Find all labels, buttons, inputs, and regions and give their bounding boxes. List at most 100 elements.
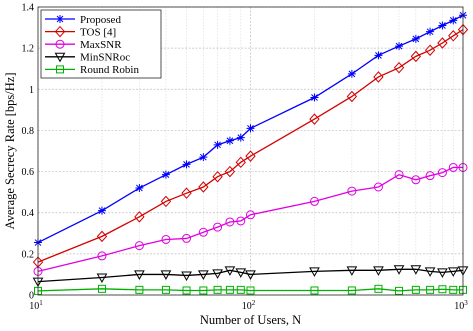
data-point [225, 136, 234, 145]
data-point [198, 270, 209, 280]
data-point [437, 168, 447, 178]
data-point [310, 93, 319, 102]
data-point [97, 206, 106, 215]
data-point [182, 160, 191, 169]
x-tick-label: 102 [242, 299, 256, 312]
data-point [395, 286, 404, 295]
series-line [37, 166, 463, 272]
data-point [96, 230, 108, 243]
data-point [426, 285, 435, 294]
y-tick-label: 1.2 [22, 44, 35, 55]
data-point [424, 267, 436, 277]
data-point [198, 227, 208, 237]
data-point [448, 162, 458, 172]
data-point [160, 195, 172, 208]
data-point [161, 234, 171, 244]
data-point [245, 270, 256, 280]
data-point [447, 267, 459, 277]
data-point [411, 34, 420, 43]
data-point [347, 186, 357, 196]
y-tick-label: 0.8 [22, 126, 35, 137]
data-point [161, 285, 170, 294]
x-axis-label: Number of Users, N [200, 313, 301, 327]
data-point [135, 184, 144, 193]
data-point [374, 284, 383, 293]
data-point [245, 150, 256, 162]
data-point [213, 222, 223, 232]
legend-swatch-marker [55, 39, 65, 49]
data-point [235, 268, 247, 278]
data-point [198, 181, 209, 193]
data-point [235, 156, 246, 169]
data-point [411, 175, 421, 185]
data-point [410, 50, 422, 63]
legend-entry-label: Proposed [80, 14, 121, 26]
data-point [199, 286, 208, 295]
data-point [393, 61, 405, 74]
legend-entry-label: MaxSNR [80, 39, 122, 51]
series-5 [34, 284, 467, 295]
data-point [425, 171, 435, 181]
legend-swatch-marker [54, 25, 66, 38]
data-point [246, 124, 255, 133]
data-point [437, 268, 448, 278]
data-point [212, 170, 223, 183]
data-point [246, 210, 255, 220]
data-point [346, 266, 358, 276]
data-point [347, 69, 356, 78]
data-point [393, 265, 405, 275]
data-point [212, 269, 223, 279]
legend-entry-label: TOS [4] [80, 26, 116, 38]
y-tick-label: 0.6 [22, 167, 35, 178]
data-point [224, 266, 236, 276]
data-point [181, 187, 192, 199]
data-point [449, 16, 458, 25]
data-point [134, 211, 145, 223]
data-point [373, 266, 384, 276]
data-point [411, 285, 420, 294]
data-point [373, 182, 383, 192]
data-point [225, 285, 234, 294]
data-point [426, 27, 435, 36]
series-line [37, 29, 464, 263]
x-tick-label: 101 [29, 299, 43, 312]
data-point [213, 285, 222, 294]
y-tick-label: 1.4 [22, 3, 35, 14]
plot-frame [37, 6, 464, 296]
data-point [236, 133, 245, 142]
y-tick-label: 1 [29, 85, 34, 96]
data-point [394, 170, 404, 180]
data-point [97, 251, 107, 261]
data-point [437, 37, 448, 49]
data-point [449, 285, 458, 294]
data-point [161, 170, 170, 179]
data-point [181, 271, 192, 281]
data-point [438, 285, 447, 294]
data-point [134, 241, 144, 251]
legend-swatch-marker [56, 15, 64, 23]
data-point [236, 216, 246, 226]
data-point [309, 196, 319, 206]
data-point [199, 153, 208, 162]
data-point [410, 265, 422, 275]
y-tick-label: 0.4 [22, 208, 35, 219]
data-point [310, 286, 319, 295]
data-point [373, 71, 384, 83]
y-tick-label: 0.2 [22, 249, 35, 260]
data-point [309, 267, 320, 277]
data-point [374, 51, 383, 60]
series-line [37, 268, 464, 283]
data-point [213, 140, 222, 149]
data-point [182, 233, 192, 243]
series-line [37, 288, 463, 292]
data-point [160, 270, 172, 280]
y-tick-label: 0 [29, 291, 34, 302]
data-point [424, 44, 436, 56]
data-point [225, 217, 235, 227]
series-group [32, 11, 469, 295]
data-point [346, 90, 358, 103]
data-point [135, 285, 144, 294]
data-point [224, 165, 236, 178]
